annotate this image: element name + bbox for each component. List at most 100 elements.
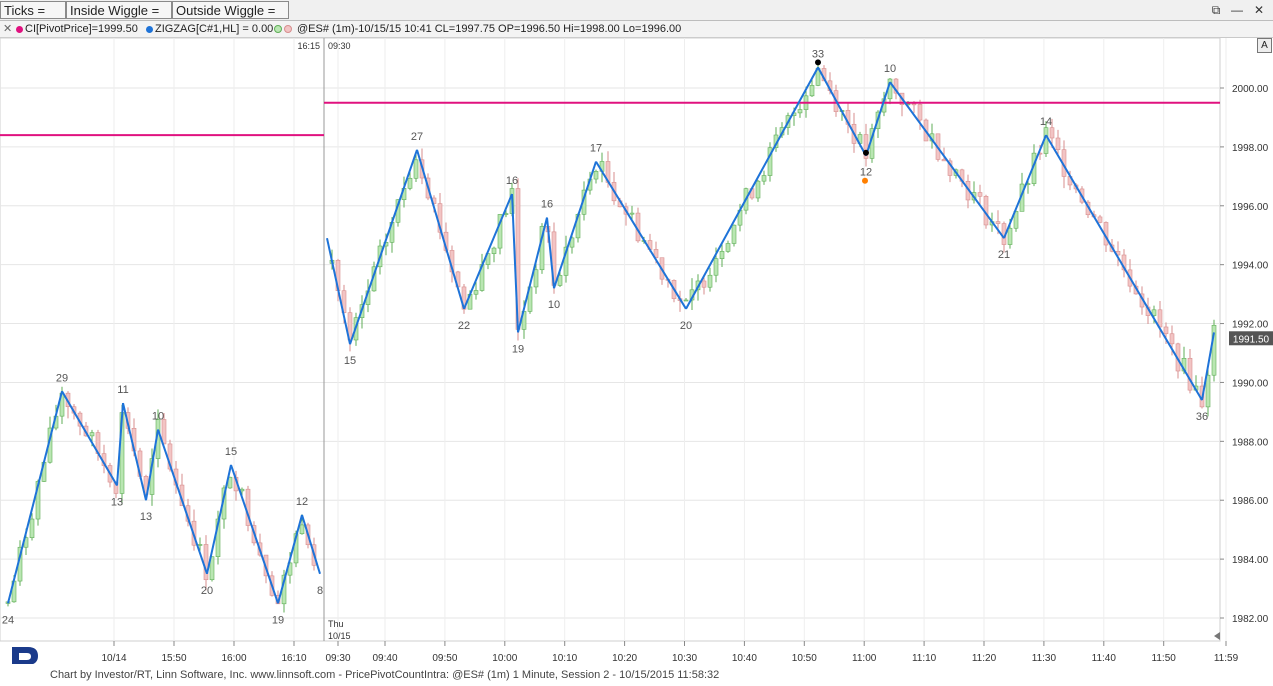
candle-up	[713, 258, 719, 276]
x-tick-label: 16:10	[281, 653, 306, 664]
pivot-count-label: 17	[590, 143, 602, 155]
zigzag-segment	[463, 193, 513, 310]
pivot-count-label: 36	[1196, 411, 1208, 423]
bar-colors-legend	[274, 21, 294, 37]
candle-up	[413, 159, 419, 179]
x-tick-label: 11:30	[1032, 653, 1057, 664]
y-tick-label: 2000.00	[1232, 84, 1269, 95]
zigzag-color-dot-icon	[146, 25, 153, 33]
x-tick-label: 10:20	[612, 653, 637, 664]
tab-inside-wiggle[interactable]: Inside Wiggle = 3	[66, 1, 172, 36]
footer: Chart by Investor/RT, Linn Software, Inc…	[0, 664, 1273, 684]
plot-area	[0, 37, 1221, 642]
y-tick-label: 1996.00	[1232, 202, 1269, 213]
candle-down	[1169, 333, 1175, 345]
candle-up	[593, 171, 599, 180]
zigzag-legend[interactable]: ZIGZAG[C#1,HL] = 0.00	[146, 21, 273, 37]
auto-scale-button[interactable]: A	[1257, 38, 1272, 53]
close-indicator-icon[interactable]: ✕	[3, 23, 13, 35]
candle-up	[491, 247, 497, 254]
pivot-count-label: 21	[998, 249, 1010, 261]
pivot-marker-dot-orange	[862, 177, 868, 184]
session-date-label: 10/15	[328, 631, 351, 641]
x-tick-label: 09:30	[325, 653, 350, 664]
minimize-icon[interactable]: —	[1231, 3, 1243, 17]
candle-up	[629, 212, 635, 215]
bar-info-text: @ES# (1m)-10/15/15 10:41 CL=1997.75 OP=1…	[297, 23, 682, 35]
pivot-count-label: 19	[272, 614, 284, 626]
pivot-count-label: 19	[512, 343, 524, 355]
zigzag-segment	[349, 149, 418, 345]
y-tick-label: 1992.00	[1232, 320, 1269, 331]
down-bar-color-icon	[284, 25, 292, 34]
zigzag-segment	[326, 237, 351, 345]
x-tick-label: 11:20	[972, 653, 997, 664]
zigzag-segment	[277, 514, 303, 604]
y-tick-label: 1994.00	[1232, 261, 1269, 272]
zigzag-segment	[511, 193, 519, 333]
x-tick-label: 11:40	[1092, 653, 1117, 664]
pivot-count-label: 22	[458, 320, 470, 332]
candle-up	[809, 85, 815, 97]
candle-up	[797, 109, 803, 114]
candle-down	[161, 419, 167, 445]
y-tick-label: 1990.00	[1232, 378, 1269, 389]
candle-down	[1157, 309, 1163, 328]
footer-caption: Chart by Investor/RT, Linn Software, Inc…	[50, 669, 720, 681]
tab-outside-wiggle[interactable]: Outside Wiggle = 3	[172, 1, 289, 36]
session-start-label: 09:30	[328, 41, 351, 51]
restore-icon[interactable]: ⧉	[1211, 3, 1221, 17]
candle-down	[1097, 216, 1103, 223]
candle-down	[977, 192, 983, 197]
pivot-count-label: 20	[680, 320, 692, 332]
candle-down	[917, 104, 923, 121]
pivot-count-label: 16	[506, 175, 518, 187]
candle-down	[203, 544, 209, 581]
zigzag-segment	[1045, 134, 1203, 401]
candle-up	[215, 518, 221, 557]
candle-down	[1187, 357, 1193, 391]
zigzag-segment	[546, 217, 555, 289]
candle-up	[755, 180, 761, 199]
zigzag-segment	[1201, 332, 1215, 401]
ci-color-dot-icon	[16, 25, 23, 33]
pivot-count-label: 16	[541, 199, 553, 211]
zigzag-segment	[685, 66, 819, 310]
x-tick-label: 09:40	[372, 653, 397, 664]
pivot-count-label: 29	[56, 372, 68, 384]
pivot-count-label: 12	[860, 167, 872, 179]
x-tick-label: 10:40	[732, 653, 757, 664]
indicator-info-bar: ✕ CI[PivotPrice]=1999.50 ZIGZAG[C#1,HL] …	[0, 21, 1273, 38]
y-tick-label: 1998.00	[1232, 143, 1269, 154]
y-tick-label: 1984.00	[1232, 555, 1269, 566]
zigzag-segment	[122, 402, 147, 501]
zigzag-segment	[553, 161, 597, 289]
price-chart[interactable]: 1982.00 1984.00 1986.00 1988.00 1990.00 1992.…	[0, 37, 1273, 664]
zigzag-segment	[61, 390, 118, 487]
candle-up	[497, 214, 503, 249]
session-end-label: 16:15	[297, 41, 320, 51]
pivot-count-label: 15	[225, 446, 237, 458]
candle-up	[557, 275, 563, 286]
candle-up	[767, 147, 773, 176]
y-tick-label: 1986.00	[1232, 496, 1269, 507]
pivot-count-label: 13	[140, 511, 152, 523]
pivot-count-label: 10	[548, 299, 560, 311]
scroll-arrow-icon	[1214, 632, 1220, 640]
x-tick-label: 11:00	[852, 653, 877, 664]
zigzag-segment	[230, 464, 279, 604]
zigzag-segment	[116, 402, 124, 486]
y-tick-label: 1988.00	[1232, 437, 1269, 448]
close-icon[interactable]: ✕	[1253, 3, 1265, 17]
candle-up	[707, 274, 713, 288]
tab-ticks[interactable]: Ticks = 10	[0, 1, 66, 36]
up-bar-color-icon	[274, 25, 282, 34]
candle-up	[719, 251, 725, 259]
x-tick-label: 16:00	[221, 653, 246, 664]
candle-up	[731, 224, 737, 244]
x-tick-label: 10:50	[792, 653, 817, 664]
x-tick-label: 11:59	[1214, 653, 1239, 664]
x-tick-label: 10:00	[492, 653, 517, 664]
ci-pivotprice-legend[interactable]: CI[PivotPrice]=1999.50	[16, 21, 138, 37]
candle-up	[473, 290, 479, 295]
